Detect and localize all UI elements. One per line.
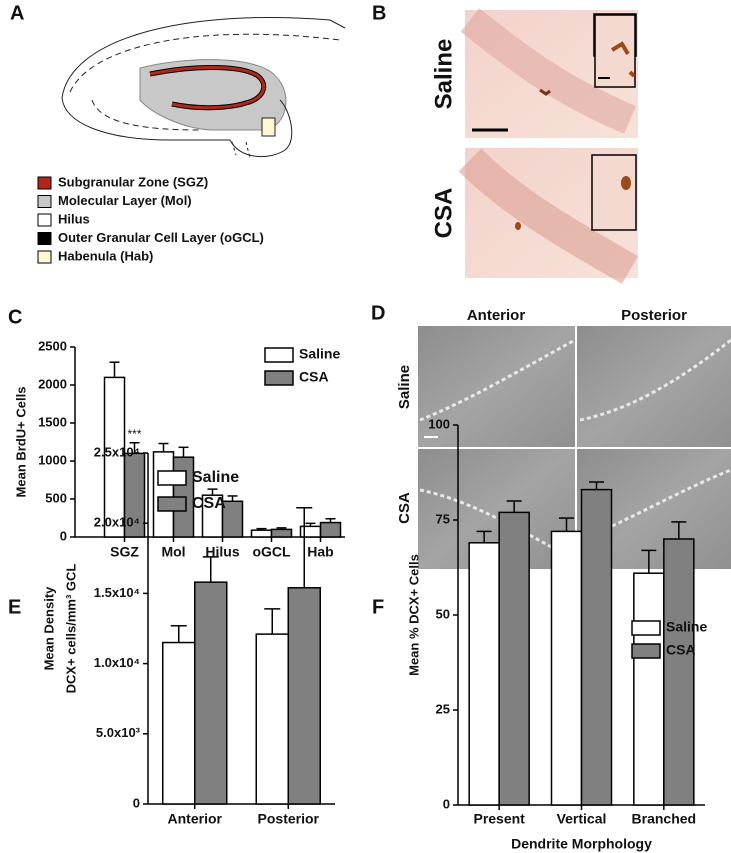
- bar: [123, 452, 146, 538]
- row-label: CSA: [396, 492, 413, 524]
- bar: [194, 581, 228, 805]
- legend-label: Outer Granular Cell Layer (oGCL): [58, 230, 264, 245]
- y-tick-label: 0: [60, 528, 67, 543]
- y-tick-label: 2.0x10⁴: [94, 515, 140, 530]
- legend-swatch: [37, 250, 52, 264]
- hippocampus-diagram: [61, 17, 346, 159]
- y-tick-label: 2500: [38, 338, 67, 353]
- row-label: Saline: [430, 39, 457, 110]
- y-axis-title: Mean % DCX+ Cells: [406, 554, 421, 676]
- legend-swatch: [264, 370, 294, 386]
- y-tick-label: 100: [428, 416, 450, 431]
- bar: [580, 488, 613, 806]
- y-tick-label: 5.0x10³: [96, 725, 141, 740]
- y-tick-label: 50: [436, 606, 450, 621]
- x-tick-label: Anterior: [168, 811, 223, 827]
- x-tick-label: SGZ: [110, 544, 139, 560]
- legend-swatch: [37, 232, 52, 245]
- bar: [270, 528, 293, 538]
- y-axis-title: DCX+ cells/mm³ GCL: [63, 564, 78, 694]
- panel-letter: D: [371, 302, 385, 324]
- micrograph-panel: Saline CSA: [430, 8, 638, 284]
- x-tick-label: Present: [473, 811, 525, 827]
- legend-label: Molecular Layer (Mol): [58, 193, 192, 208]
- x-tick-label: oGCL: [252, 544, 291, 560]
- x-axis-title: Dendrite Morphology: [511, 836, 652, 852]
- bar: [498, 511, 530, 806]
- legend-label: Saline: [299, 346, 340, 362]
- y-axis-title: Mean Density: [41, 586, 56, 671]
- legend-label: Hilus: [58, 211, 90, 226]
- panel-letter: A: [10, 2, 24, 24]
- legend-swatch: [37, 176, 52, 190]
- micrograph: [418, 326, 575, 447]
- bar: [221, 500, 244, 538]
- column-label: Posterior: [621, 307, 687, 324]
- legend-swatch: [631, 643, 661, 659]
- legend-label: CSA: [666, 642, 696, 658]
- y-tick-label: 0: [133, 795, 140, 810]
- y-tick-label: 75: [436, 511, 450, 526]
- legend-label: CSA: [299, 369, 329, 385]
- panel-letter: B: [372, 2, 386, 24]
- bar: [468, 542, 500, 806]
- y-tick-label: 2.5x10⁴: [94, 444, 140, 459]
- row-label: Saline: [396, 365, 413, 409]
- bar: [633, 572, 665, 806]
- row-label: CSA: [430, 188, 457, 239]
- y-tick-label: 500: [45, 490, 67, 505]
- legend-label: Subgranular Zone (SGZ): [58, 174, 208, 189]
- legend-swatch: [631, 620, 661, 636]
- micrograph-panel: Anterior Posterior Saline CSA: [396, 307, 731, 569]
- column-label: Anterior: [467, 307, 526, 324]
- bar: [250, 529, 273, 538]
- legend-swatch: [157, 496, 187, 512]
- x-tick-label: Branched: [632, 811, 697, 827]
- panel-letter: E: [8, 596, 21, 618]
- y-tick-label: 1000: [38, 452, 67, 467]
- legend-label: CSA: [192, 495, 226, 512]
- bar: [663, 538, 695, 806]
- bar: [162, 641, 196, 805]
- significance-label: ***: [127, 427, 141, 441]
- legend-swatch: [37, 195, 52, 208]
- bar: [319, 521, 342, 538]
- micrograph: [577, 326, 731, 447]
- x-tick-label: Mol: [161, 544, 185, 560]
- inset: [591, 154, 637, 231]
- legend-swatch: [264, 347, 294, 363]
- bar: [287, 587, 321, 805]
- y-tick-label: 2000: [38, 376, 67, 391]
- bar: [550, 530, 583, 806]
- y-tick-label: 1.5x10⁴: [94, 585, 140, 600]
- y-tick-label: 1.0x10⁴: [94, 655, 140, 670]
- panel-letter: C: [8, 306, 22, 328]
- y-tick-label: 0: [443, 796, 450, 811]
- panel-letter: F: [372, 596, 384, 618]
- x-tick-label: Vertical: [557, 811, 607, 827]
- y-axis-title: Mean BrdU+ Cells: [13, 387, 28, 498]
- legend-swatch: [37, 213, 52, 227]
- bar: [152, 451, 175, 538]
- y-tick-label: 1500: [38, 414, 67, 429]
- legend-label: Saline: [666, 619, 707, 635]
- x-tick-label: Hilus: [205, 544, 239, 560]
- legend-label: Saline: [192, 469, 239, 486]
- x-tick-label: Posterior: [258, 811, 320, 827]
- x-tick-label: Hab: [307, 544, 333, 560]
- y-tick-label: 25: [436, 701, 450, 716]
- bar: [255, 633, 289, 805]
- legend-label: Habenula (Hab): [58, 248, 153, 263]
- legend-swatch: [157, 470, 187, 486]
